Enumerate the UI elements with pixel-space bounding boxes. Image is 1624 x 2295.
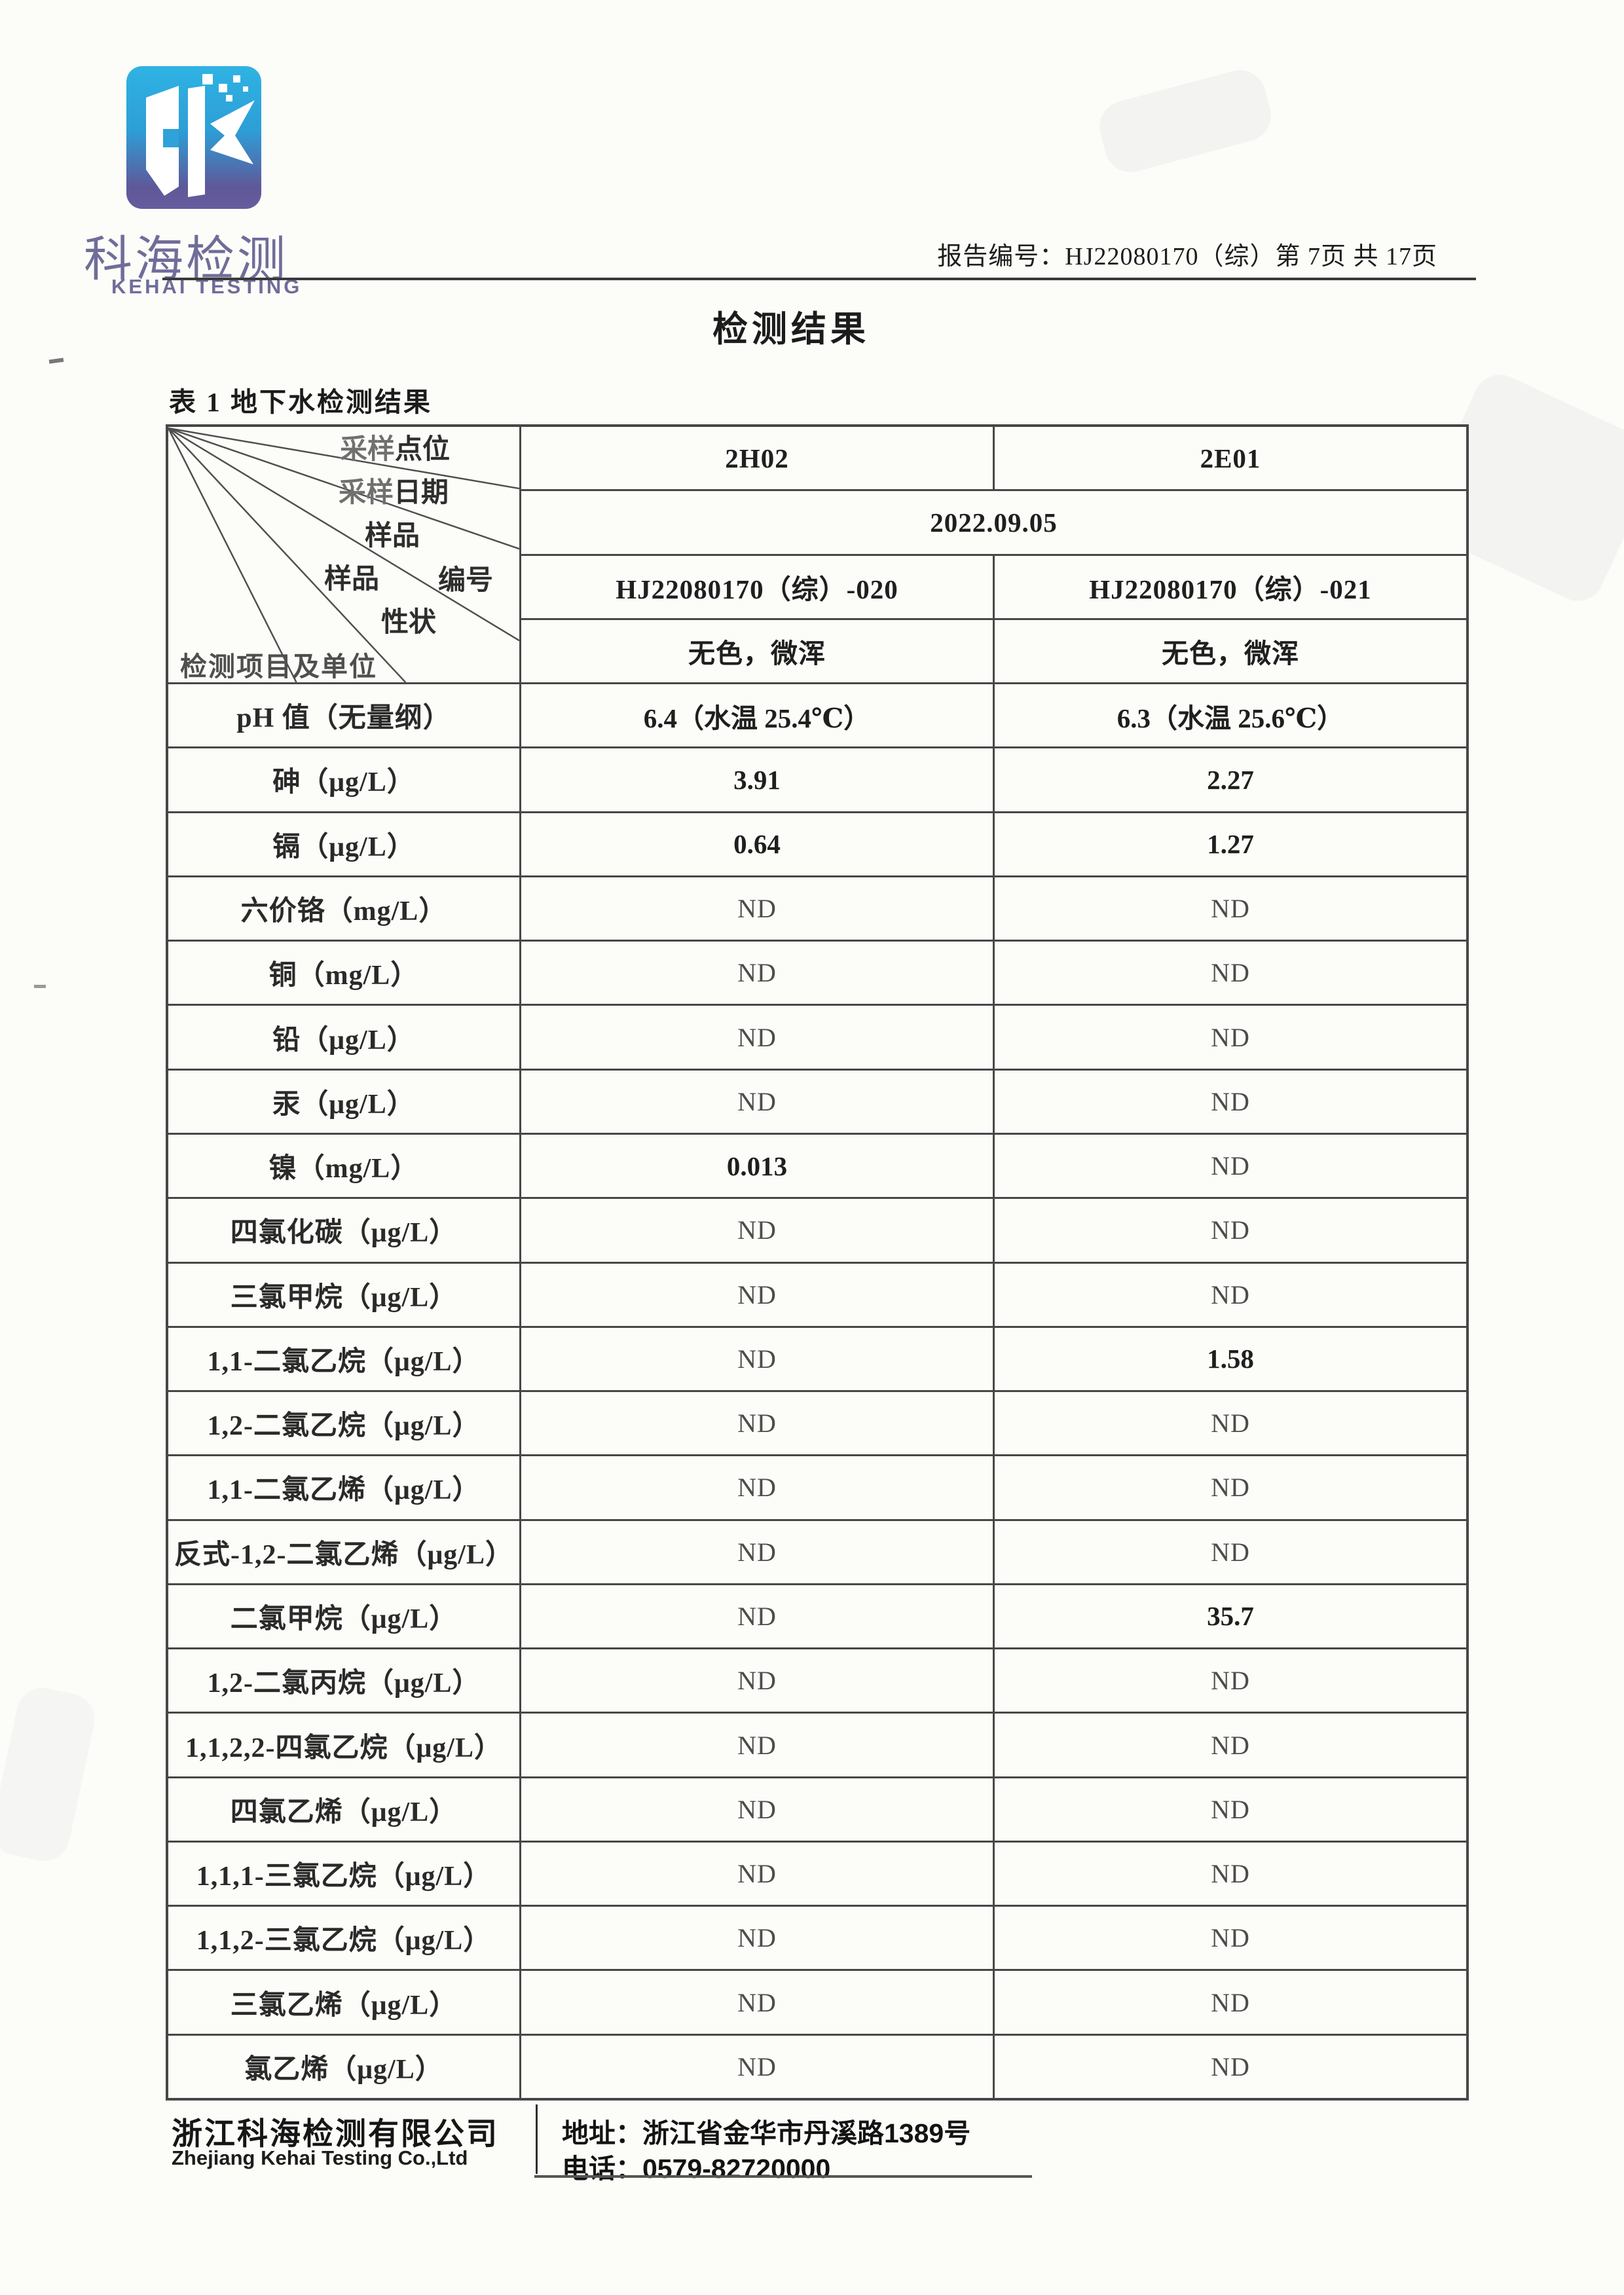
param-label: 六价铬（mg/L） xyxy=(168,877,519,940)
param-label: 三氯甲烷（μg/L） xyxy=(168,1263,519,1326)
param-label: 1,1-二氯乙烷（μg/L） xyxy=(168,1327,519,1391)
param-value: 6.3（水温 25.6℃） xyxy=(995,684,1466,747)
corner-label-sampling-date: 采样日期 xyxy=(339,478,449,508)
param-label: 1,1,1-三氯乙烷（μg/L） xyxy=(168,1842,519,1905)
param-value: 35.7 xyxy=(995,1585,1466,1648)
param-value: ND xyxy=(995,942,1466,1004)
param-label: pH 值（无量纲） xyxy=(168,684,519,747)
param-value: ND xyxy=(521,1006,993,1069)
param-value: ND xyxy=(521,1649,993,1712)
param-value: ND xyxy=(521,1714,993,1776)
param-value: ND xyxy=(521,1520,993,1583)
footer-address: 地址：浙江省金华市丹溪路1389号 xyxy=(562,2118,971,2148)
sample-id-col2: HJ22080170（综）-021 xyxy=(995,555,1466,618)
param-value: ND xyxy=(995,1070,1466,1133)
param-value: ND xyxy=(995,1971,1466,2034)
param-label: 氯乙烯（μg/L） xyxy=(168,2035,519,2098)
table-caption: 表 1 地下水检测结果 xyxy=(169,387,432,417)
corner-header-cell: 采样点位 采样日期 样品 样品 编号 性状 检测项目及单位 xyxy=(168,427,519,683)
param-value: ND xyxy=(995,1907,1466,1970)
page-title: 检测结果 xyxy=(712,310,870,349)
footer-company-name-cn: 浙江科海检测有限公司 xyxy=(172,2118,499,2152)
param-label: 1,2-二氯乙烷（μg/L） xyxy=(168,1392,519,1455)
param-value: 2.27 xyxy=(995,748,1466,811)
param-value: ND xyxy=(521,1971,993,2034)
param-value: ND xyxy=(521,1199,993,1262)
param-value: ND xyxy=(995,1714,1466,1776)
corner-label-items-and-units: 检测项目及单位 xyxy=(180,652,377,682)
param-value: 0.64 xyxy=(521,813,993,875)
param-label: 1,1,2,2-四氯乙烷（μg/L） xyxy=(168,1714,519,1776)
param-value: ND xyxy=(521,1842,993,1905)
param-value: ND xyxy=(521,1263,993,1326)
footer-rule xyxy=(534,2175,1032,2178)
param-value: ND xyxy=(521,942,993,1004)
kehai-logo-icon xyxy=(126,66,261,209)
param-label: 铅（μg/L） xyxy=(168,1006,519,1069)
param-value: 6.4（水温 25.4℃） xyxy=(521,684,993,747)
results-table: 采样点位 采样日期 样品 样品 编号 性状 检测项目及单位 2H02 2E01 … xyxy=(166,424,1469,2101)
sampling-point-col2: 2E01 xyxy=(995,427,1466,490)
param-label: 铜（mg/L） xyxy=(168,942,519,1004)
scan-speck xyxy=(34,985,46,988)
param-value: 1.58 xyxy=(995,1327,1466,1391)
scan-speck xyxy=(48,358,64,364)
param-label: 1,1-二氯乙烯（μg/L） xyxy=(168,1456,519,1519)
corner-label-sample-no-top: 样品 xyxy=(365,521,420,551)
param-label: 1,2-二氯丙烷（μg/L） xyxy=(168,1649,519,1712)
sample-id-col1: HJ22080170（综）-020 xyxy=(521,555,993,618)
corner-label-sample-no-bottom: 编号 xyxy=(438,566,494,596)
param-label: 反式-1,2-二氯乙烯（μg/L） xyxy=(168,1520,519,1583)
param-value: ND xyxy=(995,1778,1466,1841)
param-value: ND xyxy=(995,1199,1466,1262)
param-value: ND xyxy=(521,2035,993,2098)
param-value: 1.27 xyxy=(995,813,1466,875)
corner-label-sampling-point: 采样点位 xyxy=(340,435,451,465)
param-value: 0.013 xyxy=(521,1134,993,1198)
param-value: ND xyxy=(995,1263,1466,1326)
param-label: 镉（μg/L） xyxy=(168,813,519,875)
param-label: 三氯乙烯（μg/L） xyxy=(168,1971,519,2034)
param-label: 四氯乙烯（μg/L） xyxy=(168,1778,519,1841)
param-value: ND xyxy=(521,1392,993,1455)
param-value: ND xyxy=(995,1006,1466,1069)
param-label: 二氯甲烷（μg/L） xyxy=(168,1585,519,1648)
scan-watermark xyxy=(1094,64,1277,178)
footer-company-name-en: Zhejiang Kehai Testing Co.,Ltd xyxy=(172,2146,468,2169)
header-rule xyxy=(162,278,1476,280)
param-value: ND xyxy=(521,1070,993,1133)
param-value: ND xyxy=(995,1134,1466,1198)
param-value: ND xyxy=(521,1778,993,1841)
param-value: ND xyxy=(521,1456,993,1519)
footer-phone: 电话：0579-82720000 xyxy=(562,2154,831,2184)
param-value: ND xyxy=(521,877,993,940)
param-value: ND xyxy=(995,1456,1466,1519)
param-label: 四氯化碳（μg/L） xyxy=(168,1199,519,1262)
report-number-line: 报告编号：HJ22080170（综）第 7页 共 17页 xyxy=(937,243,1437,270)
sampling-date-value: 2022.09.05 xyxy=(521,491,1466,554)
param-label: 镍（mg/L） xyxy=(168,1134,519,1198)
sample-character-col2: 无色，微浑 xyxy=(995,619,1466,683)
param-value: ND xyxy=(995,1392,1466,1455)
param-value: ND xyxy=(995,877,1466,940)
param-label: 汞（μg/L） xyxy=(168,1070,519,1133)
param-value: ND xyxy=(521,1585,993,1648)
param-value: ND xyxy=(995,1842,1466,1905)
param-value: ND xyxy=(995,2035,1466,2098)
param-value: ND xyxy=(995,1649,1466,1712)
param-label: 1,1,2-三氯乙烷（μg/L） xyxy=(168,1907,519,1970)
param-value: ND xyxy=(521,1327,993,1391)
corner-label-sample-prop-bottom: 性状 xyxy=(381,608,437,638)
sample-character-col1: 无色，微浑 xyxy=(521,619,993,683)
param-label: 砷（μg/L） xyxy=(168,748,519,811)
param-value: ND xyxy=(521,1907,993,1970)
diagonal-lines xyxy=(168,427,519,683)
corner-label-sample-prop-top: 样品 xyxy=(324,564,380,595)
scan-watermark xyxy=(0,1683,100,1865)
footer-divider xyxy=(536,2104,538,2174)
sampling-point-col1: 2H02 xyxy=(521,427,993,490)
param-value: 3.91 xyxy=(521,748,993,811)
param-value: ND xyxy=(995,1520,1466,1583)
